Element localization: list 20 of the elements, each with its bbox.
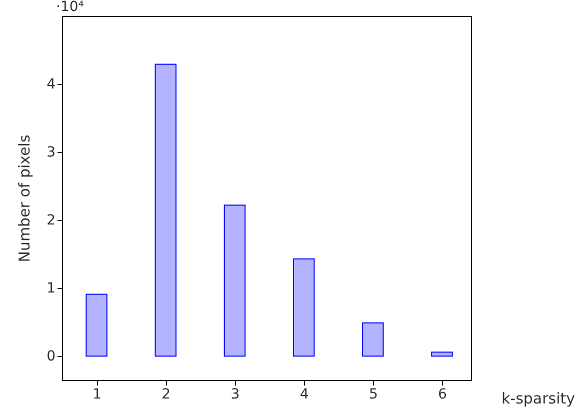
y-tick-label: 1 — [46, 280, 56, 297]
y-tick-label: 3 — [46, 144, 56, 161]
y-tick-label: 4 — [46, 76, 56, 93]
bar — [431, 352, 453, 357]
y-axis-title: Number of pixels — [16, 134, 34, 262]
bar — [292, 258, 315, 357]
text: ·10⁴ — [56, 0, 84, 15]
x-tick-label: 5 — [368, 386, 378, 402]
bar — [362, 322, 384, 357]
bar — [224, 204, 246, 357]
x-tick-label: 1 — [92, 386, 102, 402]
bar — [154, 64, 176, 357]
x-tick-label: 3 — [230, 386, 240, 402]
bar — [86, 294, 108, 357]
y-tick-label: 2 — [46, 212, 56, 229]
x-tick-label: 4 — [300, 386, 309, 402]
y-tick-label: 0 — [46, 348, 56, 365]
x-axis-title: k-sparsity — [502, 390, 576, 408]
x-tick-label: 2 — [162, 386, 171, 402]
x-tick-label: 6 — [438, 386, 448, 402]
